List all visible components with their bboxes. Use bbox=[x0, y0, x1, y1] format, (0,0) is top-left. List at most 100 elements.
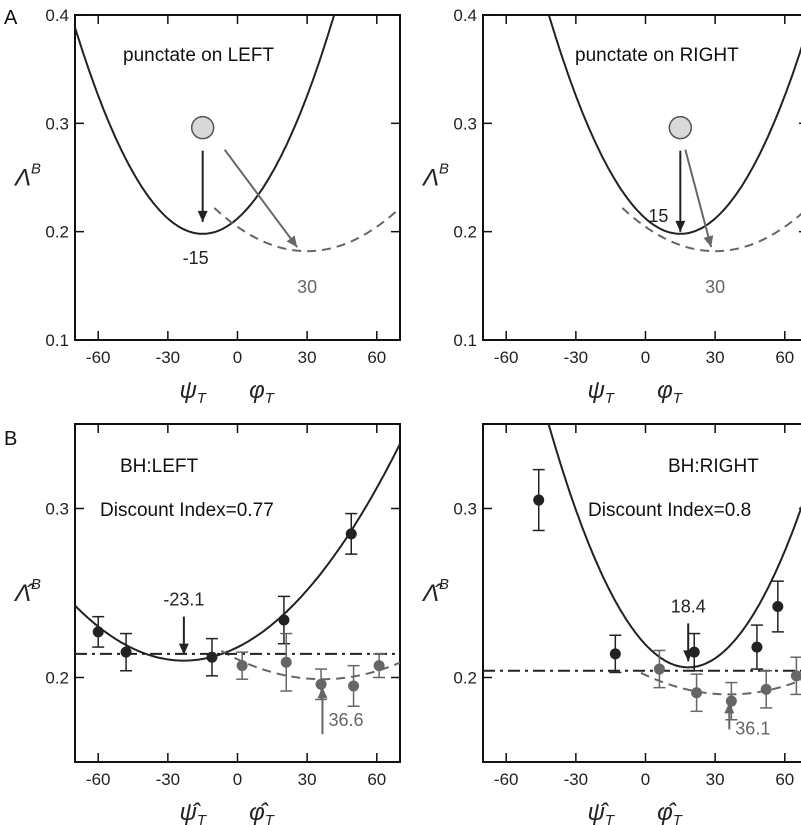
annotation-min-dashed: 30 bbox=[705, 277, 725, 297]
plot-area bbox=[547, 15, 801, 253]
y-axis-label: ΛB bbox=[13, 162, 41, 192]
x-tick-label: 60 bbox=[367, 348, 386, 367]
panel-title: BH:LEFT bbox=[120, 456, 199, 477]
data-point bbox=[373, 660, 385, 672]
x-tick-label: -60 bbox=[494, 770, 519, 789]
y-tick-label: 0.3 bbox=[45, 500, 69, 519]
stimulus-marker bbox=[668, 115, 693, 140]
stimulus-marker bbox=[190, 115, 215, 140]
arrow-min-dashed-shaft bbox=[684, 149, 713, 248]
arrow-min-dashed-shaft bbox=[223, 149, 298, 248]
panel-title: punctate on RIGHT bbox=[575, 45, 739, 66]
y-tick-label: 0.1 bbox=[453, 331, 477, 350]
chart-A-left: -60 -30 0 30 60 0.1 0.2 0.3 0.4 ψT φT ΛB punctate on… bbox=[13, 6, 401, 407]
x-tick-label: 30 bbox=[706, 770, 725, 789]
data-point bbox=[772, 601, 784, 613]
data-point bbox=[688, 646, 700, 658]
data-point bbox=[315, 678, 327, 690]
annotation-min-solid: -15 bbox=[183, 248, 209, 268]
x-tick-label: 60 bbox=[775, 770, 794, 789]
panel-subtitle: Discount Index=0.77 bbox=[100, 500, 274, 521]
annotation-min-dashed: 36.6 bbox=[328, 710, 363, 730]
series-dashed-line bbox=[220, 650, 400, 681]
x-tick-label: -60 bbox=[86, 770, 111, 789]
data-point bbox=[206, 651, 218, 663]
y-tick-label: 0.2 bbox=[453, 669, 477, 688]
x-axis-label-psi: ψT bbox=[587, 377, 614, 407]
annotation-min-solid: -23.1 bbox=[163, 590, 204, 610]
data-point bbox=[760, 683, 772, 695]
data-point bbox=[236, 660, 248, 672]
y-tick-label: 0.2 bbox=[453, 223, 477, 242]
annotation-min-dashed: 36.1 bbox=[735, 718, 770, 738]
y-tick-label: 0.3 bbox=[453, 500, 477, 519]
panel-letter-b: B bbox=[4, 428, 17, 450]
data-point bbox=[280, 656, 292, 668]
arrow-min-solid-head bbox=[675, 220, 686, 232]
arrow-min-dashed-head bbox=[317, 687, 328, 699]
series-dashed-line bbox=[621, 207, 801, 253]
y-axis-label: ΛB bbox=[421, 162, 449, 192]
data-point bbox=[609, 648, 621, 660]
y-axis-label: Λ̂B bbox=[13, 577, 41, 607]
x-tick-label: 30 bbox=[706, 348, 725, 367]
data-point bbox=[691, 687, 703, 699]
annotation-min-dashed: 30 bbox=[297, 277, 317, 297]
data-point bbox=[751, 641, 763, 653]
arrow-min-solid-head bbox=[178, 643, 189, 655]
x-axis-label-phi: φ̂T bbox=[249, 799, 275, 825]
chart-A-right: -60 -30 0 30 60 0.1 0.2 0.3 0.4 ψT φT ΛB punctate on… bbox=[421, 6, 801, 407]
x-tick-label: 30 bbox=[298, 348, 317, 367]
x-tick-label: -60 bbox=[86, 348, 111, 367]
panel-title: punctate on LEFT bbox=[123, 45, 274, 66]
annotation-min-solid: 18.4 bbox=[671, 596, 706, 616]
x-axis-label-psi: ψT bbox=[179, 377, 206, 407]
x-tick-label: 30 bbox=[298, 770, 317, 789]
panel-title: BH:RIGHT bbox=[668, 456, 759, 477]
data-point bbox=[120, 646, 132, 658]
data-point bbox=[345, 528, 357, 540]
series-dashed-line bbox=[213, 207, 400, 253]
data-point bbox=[348, 680, 360, 692]
series-solid-line bbox=[75, 443, 400, 662]
y-tick-label: 0.4 bbox=[453, 6, 477, 25]
charts: -60 -30 0 30 60 0.1 0.2 0.3 0.4 ψT φT ΛB punctate on… bbox=[13, 6, 801, 825]
y-tick-label: 0.3 bbox=[45, 114, 69, 133]
x-axis-label-psi: ψ̂T bbox=[587, 799, 614, 825]
x-tick-label: 60 bbox=[367, 770, 386, 789]
series-dashed-line bbox=[640, 671, 801, 696]
panel-subtitle: Discount Index=0.8 bbox=[588, 500, 751, 521]
x-tick-label: -30 bbox=[564, 770, 589, 789]
arrow-min-solid-head bbox=[683, 650, 694, 662]
panel-letter-a: A bbox=[4, 7, 18, 29]
y-tick-label: 0.4 bbox=[45, 6, 69, 25]
x-axis-label-psi: ψ̂T bbox=[179, 799, 206, 825]
plot-area bbox=[75, 443, 400, 707]
x-tick-label: 0 bbox=[233, 770, 242, 789]
x-tick-label: 60 bbox=[775, 348, 794, 367]
y-tick-label: 0.1 bbox=[45, 331, 69, 350]
x-tick-label: 0 bbox=[641, 770, 650, 789]
plot-area bbox=[75, 15, 400, 253]
chart-B-right: -60 -30 0 30 60 0.2 0.3 ψ̂T φ̂T Λ̂B BH:RIGHT Discou… bbox=[421, 423, 801, 825]
plot-area bbox=[483, 424, 801, 721]
arrow-min-dashed-head bbox=[703, 235, 714, 248]
series-solid-line bbox=[547, 15, 801, 235]
x-tick-label: 0 bbox=[641, 348, 650, 367]
data-point bbox=[92, 626, 104, 638]
x-tick-label: -30 bbox=[564, 348, 589, 367]
x-axis-label-phi: φT bbox=[657, 377, 683, 407]
x-axis-label-phi: φT bbox=[249, 377, 275, 407]
arrow-min-dashed-head bbox=[286, 235, 298, 248]
y-tick-label: 0.3 bbox=[453, 114, 477, 133]
x-tick-label: 0 bbox=[233, 348, 242, 367]
y-tick-label: 0.2 bbox=[45, 669, 69, 688]
arrow-min-solid-head bbox=[197, 210, 208, 222]
annotation-min-solid: 15 bbox=[648, 206, 668, 226]
data-point bbox=[533, 494, 545, 506]
y-tick-label: 0.2 bbox=[45, 223, 69, 242]
series-solid-line bbox=[547, 424, 801, 669]
series-solid-line bbox=[75, 15, 336, 235]
x-tick-label: -30 bbox=[156, 348, 181, 367]
y-axis-label: Λ̂B bbox=[421, 577, 449, 607]
